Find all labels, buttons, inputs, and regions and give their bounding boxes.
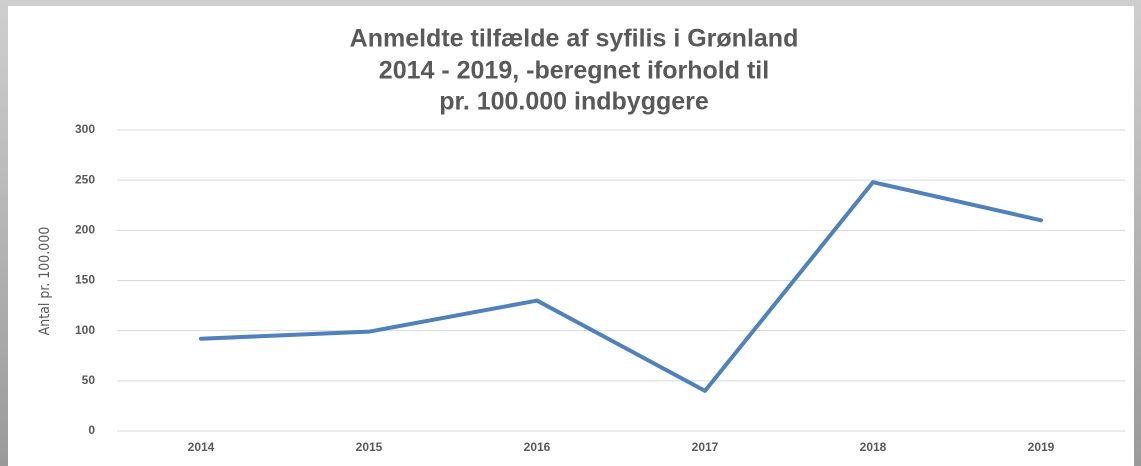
x-tick-label: 2014 xyxy=(188,440,215,454)
x-tick-label: 2016 xyxy=(524,440,551,454)
y-tick-label: 100 xyxy=(75,323,95,337)
y-axis-label: Antal pr. 100.000 xyxy=(37,227,53,336)
x-tick-label: 2019 xyxy=(1028,440,1055,454)
y-tick-label: 150 xyxy=(75,273,95,287)
chart-title: 2014 - 2019, -beregnet iforhold til xyxy=(379,57,769,85)
y-tick-label: 200 xyxy=(75,223,95,237)
x-tick-label: 2017 xyxy=(692,440,719,454)
x-tick-label: 2018 xyxy=(860,440,887,454)
chart-title: Anmeldte tilfælde af syfilis i Grønland xyxy=(350,25,799,53)
data-line xyxy=(199,180,1043,393)
y-tick-label: 0 xyxy=(88,423,95,437)
chart-title: pr. 100.000 indbyggere xyxy=(439,88,709,116)
x-tick-label: 2015 xyxy=(356,440,383,454)
y-tick-label: 250 xyxy=(75,172,95,186)
y-tick-label: 50 xyxy=(82,373,96,387)
chart-area xyxy=(8,6,1134,466)
y-tick-label: 300 xyxy=(75,122,95,136)
